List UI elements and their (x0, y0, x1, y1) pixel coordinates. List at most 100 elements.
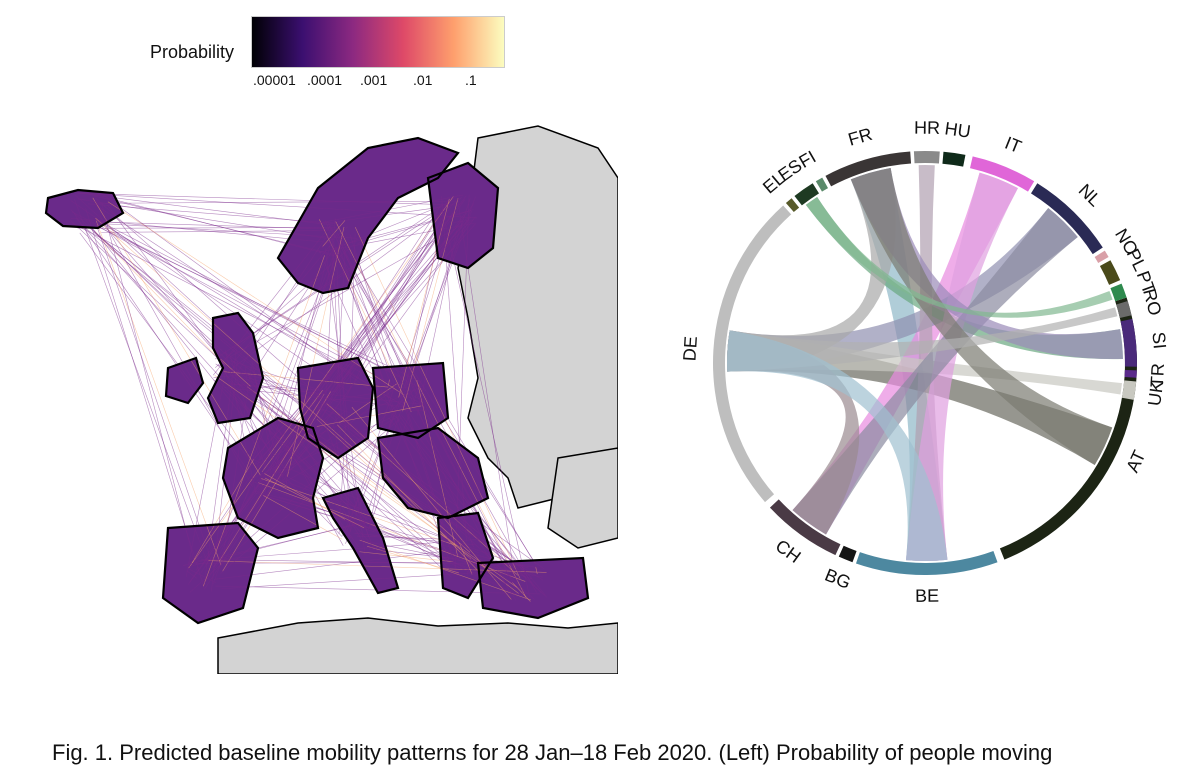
mobility-link (336, 411, 514, 564)
mobility-link (205, 422, 327, 565)
eastern-europe-land (457, 125, 618, 519)
mobility-link (275, 380, 405, 482)
mobility-link (368, 379, 422, 530)
mobility-link (213, 226, 331, 376)
mobility-link (92, 197, 261, 476)
mobility-link (273, 234, 333, 477)
chord-arc-ch (769, 499, 841, 556)
chord-label-si: SI (1148, 331, 1170, 350)
mobility-link (335, 232, 513, 582)
mobility-link (249, 466, 277, 481)
chord-arc-pl (1099, 260, 1121, 285)
mobility-link (331, 239, 342, 416)
mobility-link (466, 556, 472, 576)
chord-label-it: IT (1002, 133, 1024, 158)
chord-ribbon (805, 196, 1113, 318)
mobility-link (107, 204, 359, 547)
mobility-link (200, 202, 443, 574)
chord-ribbon (727, 168, 896, 372)
chord-arc-nl (1030, 183, 1103, 255)
chord-arcs (713, 151, 1137, 576)
chord-arc-bg (838, 545, 857, 563)
mobility-link (229, 360, 327, 393)
mobility-link (368, 523, 516, 595)
mobility-link (318, 219, 412, 413)
europe-mobility-map (38, 118, 618, 674)
mobility-link (204, 225, 463, 559)
mobility-link (75, 194, 249, 354)
mobility-link (441, 195, 467, 542)
mobility-link (337, 424, 482, 574)
chord-label-tr: TR (1147, 363, 1168, 388)
mobility-link (253, 394, 323, 465)
mobility-link (258, 482, 526, 582)
chord-arc-el (785, 198, 800, 213)
mobility-link (457, 198, 515, 572)
mobility-link (401, 415, 537, 589)
mobility-link (107, 201, 405, 396)
chord-ribbon (792, 208, 1078, 535)
figure-caption: Fig. 1. Predicted baseline mobility patt… (52, 740, 1192, 766)
mobility-link (220, 417, 402, 574)
mobility-link (233, 369, 340, 403)
mobility-link (274, 477, 529, 569)
mobility-link (203, 349, 237, 586)
mobility-link (336, 232, 535, 564)
legend-tick: .0001 (307, 72, 343, 88)
mobility-link (225, 350, 256, 493)
mobility-link (95, 220, 222, 566)
mobility-link (208, 560, 547, 573)
chord-label-at: AT (1122, 447, 1149, 475)
mobility-link (185, 368, 227, 578)
mobility-link (335, 415, 369, 538)
mobility-link (464, 561, 520, 579)
chord-arc-hr (913, 151, 940, 164)
chord-label-hu: HU (943, 118, 972, 141)
mobility-link (333, 423, 351, 521)
mobility-link (321, 206, 442, 225)
mobility-link (318, 222, 475, 253)
mobility-link (213, 197, 450, 568)
mobility-link (215, 585, 540, 595)
mobility-link (74, 198, 210, 567)
mobility-links (69, 192, 547, 602)
mobility-link (325, 218, 336, 400)
mobility-link (402, 198, 459, 412)
mobility-link (354, 227, 521, 579)
mobility-link (187, 556, 203, 564)
chord-arc-ro (1116, 301, 1132, 319)
mobility-link (86, 225, 324, 423)
mobility-link (246, 371, 344, 546)
legend-tick: .01 (413, 72, 433, 88)
iceland (46, 190, 123, 228)
mobility-link (237, 382, 521, 566)
mobility-link (223, 371, 389, 388)
mobility-link (229, 383, 336, 392)
mobility-link (287, 226, 345, 477)
mobility-link (214, 246, 338, 554)
chord-label-ch: CH (772, 536, 805, 567)
country-borders (44, 136, 590, 625)
mobility-link (327, 236, 392, 385)
mobility-link (337, 250, 537, 565)
mobility-link (278, 496, 513, 566)
mobility-link (331, 243, 512, 596)
mobility-link (316, 223, 477, 401)
mobility-link (79, 232, 249, 460)
mobility-link (232, 231, 331, 379)
mobility-link (222, 367, 262, 461)
mobility-link (101, 222, 247, 388)
mobility-link (322, 397, 333, 418)
mobility-link (316, 396, 535, 600)
legend-ticks: .00001 .0001 .001 .01 .1 (0, 72, 600, 92)
mobility-link (403, 409, 428, 412)
chord-label-nl: NL (1075, 180, 1105, 210)
mobility-link (69, 221, 424, 405)
mobility-link (398, 229, 449, 389)
mobility-link (99, 227, 421, 382)
mobility-link (286, 464, 288, 492)
mobility-link (249, 354, 364, 543)
mobility-link (70, 209, 448, 562)
mobility-link (273, 461, 462, 546)
